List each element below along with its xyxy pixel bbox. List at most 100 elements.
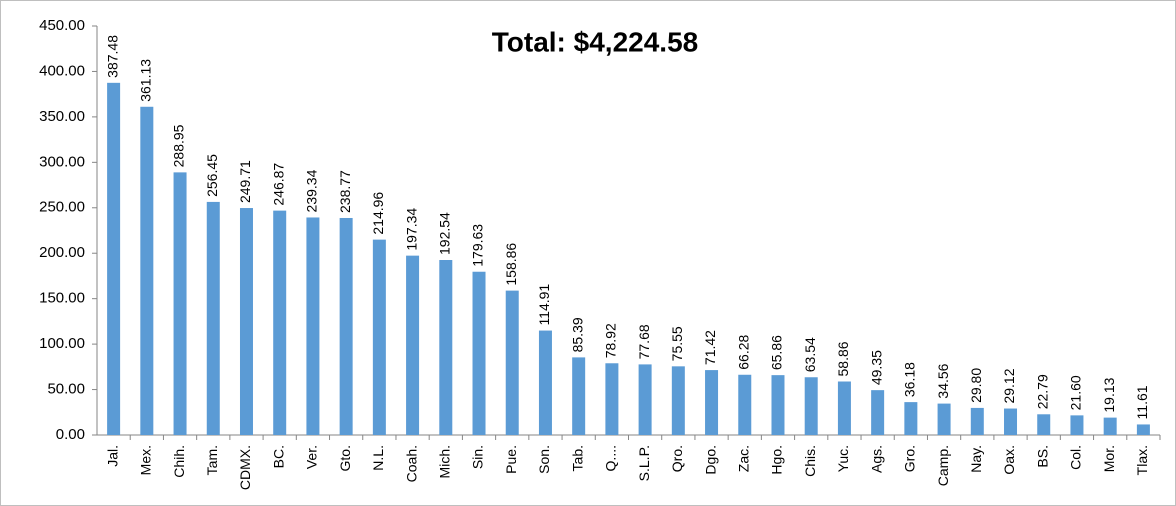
- x-tick-label: Yuc.: [835, 445, 851, 472]
- x-tick-label: Ver.: [304, 445, 320, 469]
- x-tick-label: Son.: [536, 445, 552, 474]
- x-tick-label: Gro.: [902, 445, 918, 472]
- data-label: 249.71: [237, 160, 253, 203]
- data-label: 66.28: [735, 335, 751, 370]
- bar: [406, 255, 420, 435]
- y-tick-label: 100.00: [39, 335, 85, 352]
- bar: [804, 377, 818, 435]
- y-tick-label: 450.00: [39, 17, 85, 34]
- x-tick-label: Oax.: [1001, 445, 1017, 475]
- bar: [605, 363, 619, 435]
- bar: [107, 82, 121, 435]
- bar: [572, 357, 586, 435]
- data-label: 387.48: [104, 35, 120, 78]
- y-tick-label: 350.00: [39, 108, 85, 125]
- x-tick-label: Tam.: [204, 445, 220, 475]
- data-label: 63.54: [802, 337, 818, 372]
- data-label: 78.92: [603, 323, 619, 358]
- data-label: 71.42: [702, 330, 718, 365]
- bar: [372, 239, 386, 435]
- bar: [671, 366, 685, 435]
- bar: [339, 217, 353, 435]
- bar: [771, 375, 785, 435]
- bar: [239, 208, 253, 435]
- data-label: 361.13: [138, 59, 154, 102]
- data-label: 85.39: [569, 317, 585, 352]
- bar: [871, 390, 885, 435]
- total-annotation: Total: $4,224.58: [492, 26, 698, 57]
- bar: [472, 271, 486, 435]
- y-tick-label: 400.00: [39, 62, 85, 79]
- data-label: 22.79: [1034, 374, 1050, 409]
- y-tick-label: 250.00: [39, 199, 85, 216]
- data-label: 58.86: [835, 341, 851, 376]
- bar: [439, 260, 453, 435]
- bar: [306, 217, 320, 435]
- data-label: 19.13: [1101, 377, 1117, 412]
- data-label: 29.12: [1001, 368, 1017, 403]
- data-label: 256.45: [204, 154, 220, 197]
- bar: [206, 201, 220, 435]
- data-label: 75.55: [669, 326, 685, 361]
- x-tick-label: CDMX.: [237, 445, 253, 490]
- x-tick-label: S.L.P.: [636, 445, 652, 481]
- x-tick-label: BS.: [1034, 445, 1050, 468]
- x-tick-label: Gto.: [337, 445, 353, 471]
- data-label: 114.91: [536, 284, 552, 326]
- bar: [1037, 414, 1051, 435]
- bar: [273, 210, 287, 435]
- bar: [904, 402, 918, 435]
- x-tick-label: Mex.: [138, 445, 154, 475]
- x-tick-label: Zac.: [735, 445, 751, 472]
- y-tick-label: 150.00: [39, 290, 85, 307]
- data-label: 77.68: [636, 324, 652, 359]
- bar: [538, 330, 552, 435]
- x-tick-label: Q....: [603, 445, 619, 471]
- data-label: 158.86: [503, 243, 519, 286]
- x-tick-label: Col.: [1068, 445, 1084, 470]
- bar: [1136, 424, 1150, 435]
- x-tick-label: Tab.: [569, 445, 585, 471]
- bar: [837, 381, 851, 435]
- y-tick-label: 50.00: [47, 381, 85, 398]
- bar: [140, 106, 154, 436]
- x-tick-label: Chih.: [171, 445, 187, 478]
- x-tick-label: N.L.: [370, 445, 386, 471]
- data-label: 29.80: [968, 368, 984, 403]
- data-label: 192.54: [437, 212, 453, 255]
- bar: [970, 407, 984, 435]
- x-tick-label: Coah.: [403, 445, 419, 482]
- data-label: 34.56: [935, 363, 951, 398]
- x-tick-label: Chis.: [802, 445, 818, 477]
- bar: [1070, 415, 1084, 435]
- x-tick-label: Jal.: [104, 445, 120, 467]
- data-label: 65.86: [769, 335, 785, 370]
- x-tick-label: Camp.: [935, 445, 951, 486]
- bar: [1004, 408, 1018, 435]
- data-label: 179.63: [470, 224, 486, 267]
- x-tick-label: BC.: [270, 445, 286, 468]
- data-label: 36.18: [902, 362, 918, 397]
- bar: [173, 172, 187, 435]
- x-tick-label: Hgo.: [769, 445, 785, 475]
- x-tick-label: Tlax.: [1134, 445, 1150, 475]
- y-tick-label: 300.00: [39, 153, 85, 170]
- bar: [937, 403, 951, 435]
- x-tick-label: Qro.: [669, 445, 685, 472]
- x-tick-label: Dgo.: [702, 445, 718, 475]
- data-label: 214.96: [370, 192, 386, 235]
- x-tick-label: Ags.: [868, 445, 884, 473]
- x-tick-label: Nay.: [968, 445, 984, 473]
- data-label: 239.34: [304, 169, 320, 212]
- data-label: 288.95: [171, 124, 187, 167]
- data-label: 21.60: [1068, 375, 1084, 410]
- bar: [638, 364, 652, 435]
- data-label: 238.77: [337, 170, 353, 213]
- bar: [705, 370, 719, 435]
- bar: [505, 290, 519, 435]
- data-label: 11.61: [1134, 385, 1150, 419]
- y-tick-label: 200.00: [39, 244, 85, 261]
- x-tick-label: Pue.: [503, 445, 519, 474]
- y-tick-label: 0.00: [56, 426, 85, 443]
